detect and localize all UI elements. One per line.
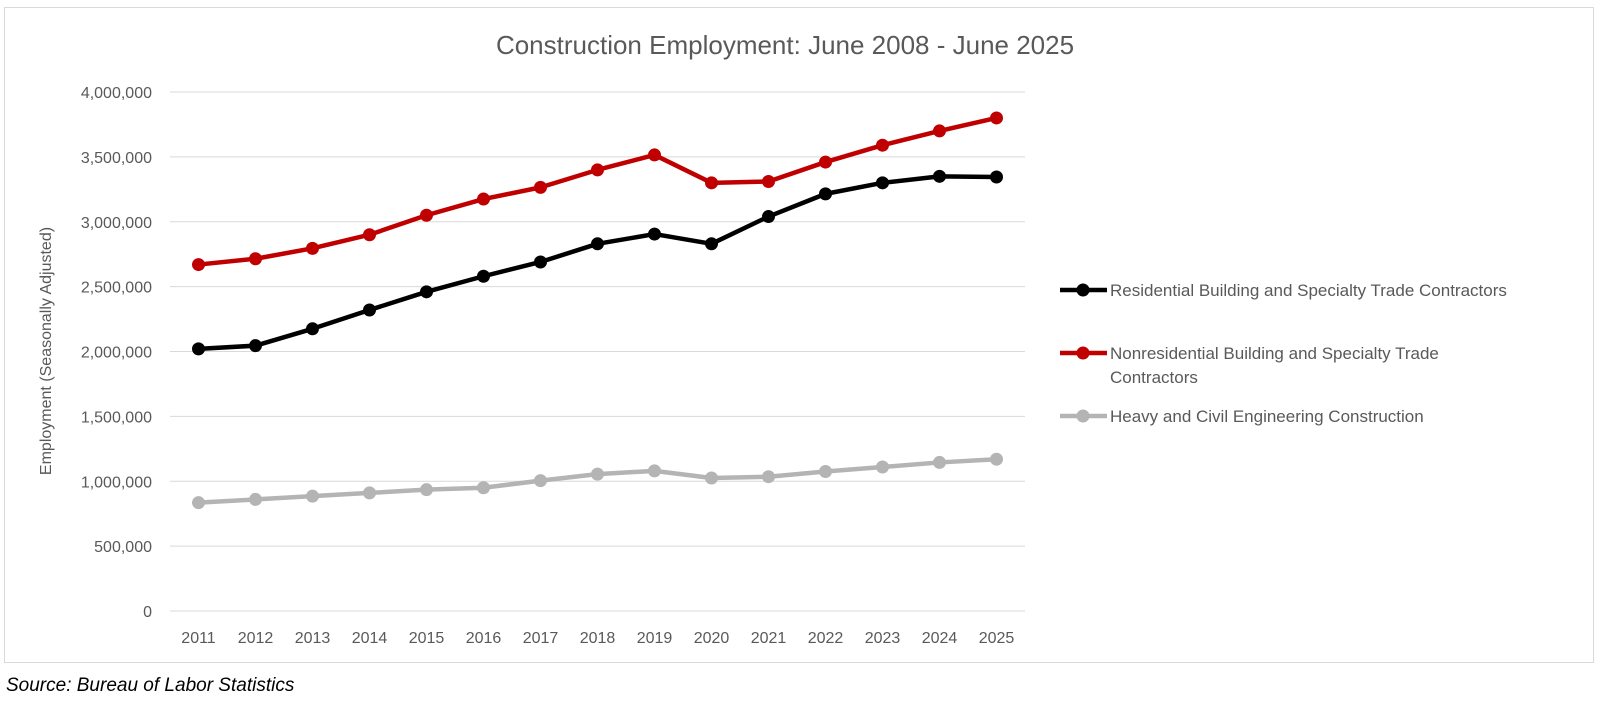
data-point — [477, 481, 490, 495]
series-1 — [192, 169, 1003, 356]
legend-swatch-marker — [1076, 346, 1090, 360]
data-point — [762, 175, 775, 189]
y-tick-label: 2,000,000 — [81, 345, 152, 362]
chart-frame: Construction Employment: June 2008 - Jun… — [4, 7, 1594, 663]
data-point — [192, 496, 205, 510]
y-tick-label: 2,500,000 — [81, 280, 152, 297]
series-2 — [192, 111, 1003, 272]
x-tick-label: 2018 — [580, 630, 616, 647]
x-tick-label: 2022 — [808, 630, 844, 647]
series-3 — [192, 452, 1003, 510]
x-tick-label: 2025 — [979, 630, 1015, 647]
data-point — [363, 228, 376, 242]
x-tick-label: 2012 — [238, 630, 274, 647]
series-line — [196, 174, 999, 352]
data-point — [990, 170, 1003, 184]
chart-title: Construction Employment: June 2008 - Jun… — [496, 30, 1074, 60]
x-tick-label: 2014 — [352, 630, 388, 647]
x-axis-ticks: 2011 2012 2013 2014 2015 2016 2017 2018 2019 2020… — [181, 630, 1014, 647]
data-point — [192, 342, 205, 356]
data-point — [249, 492, 262, 506]
data-point — [534, 180, 547, 194]
data-point — [876, 176, 889, 190]
data-point — [420, 483, 433, 497]
x-tick-label: 2024 — [922, 630, 958, 647]
data-point — [534, 474, 547, 488]
y-axis-ticks: 0 500,000 1,000,000 1,500,000 2,000,000 2,500… — [81, 85, 152, 621]
x-tick-label: 2013 — [295, 630, 331, 647]
legend-item: Heavy and Civil Engineering Construction — [1060, 407, 1424, 426]
x-tick-label: 2011 — [181, 630, 216, 647]
x-tick-label: 2019 — [637, 630, 673, 647]
gridlines — [170, 91, 1025, 612]
data-point — [705, 471, 718, 485]
legend: Residential Building and Specialty Trade… — [1060, 281, 1507, 426]
data-point — [876, 138, 889, 152]
data-point — [306, 489, 319, 503]
data-point — [420, 208, 433, 222]
data-point — [363, 303, 376, 317]
legend-item: Nonresidential Building and Specialty Tr… — [1060, 344, 1439, 387]
data-point — [477, 192, 490, 206]
y-tick-label: 1,500,000 — [81, 409, 152, 426]
data-point — [648, 464, 661, 478]
legend-label: Heavy and Civil Engineering Construction — [1110, 407, 1424, 426]
data-point — [933, 455, 946, 469]
data-point — [249, 339, 262, 353]
legend-swatch-marker — [1076, 283, 1090, 297]
data-point — [990, 452, 1003, 466]
x-tick-label: 2016 — [466, 630, 502, 647]
data-point — [933, 169, 946, 183]
y-tick-label: 4,000,000 — [81, 85, 152, 102]
data-point — [192, 258, 205, 272]
data-point — [819, 465, 832, 479]
data-point — [306, 241, 319, 255]
data-point — [363, 486, 376, 500]
data-point — [876, 460, 889, 474]
data-point — [591, 237, 604, 251]
y-tick-label: 3,500,000 — [81, 150, 152, 167]
legend-item: Residential Building and Specialty Trade… — [1060, 281, 1507, 300]
data-point — [591, 163, 604, 177]
legend-label: Residential Building and Specialty Trade… — [1110, 281, 1507, 300]
y-tick-label: 500,000 — [94, 539, 152, 556]
y-tick-label: 0 — [143, 604, 152, 621]
line-chart: Construction Employment: June 2008 - Jun… — [38, 30, 1507, 647]
y-tick-label: 1,000,000 — [81, 474, 152, 491]
data-point — [762, 210, 775, 224]
data-point — [534, 255, 547, 269]
data-point — [705, 176, 718, 190]
data-point — [249, 252, 262, 266]
source-note: Source: Bureau of Labor Statistics — [6, 675, 295, 696]
data-point — [591, 467, 604, 481]
series-group — [192, 111, 1003, 510]
data-point — [420, 285, 433, 299]
x-tick-label: 2015 — [409, 630, 445, 647]
data-point — [990, 111, 1003, 125]
data-point — [648, 227, 661, 241]
y-axis-label: Employment (Seasonally Adjusted) — [38, 227, 55, 475]
data-point — [819, 155, 832, 169]
legend-label: Nonresidential Building and Specialty Tr… — [1110, 344, 1439, 387]
y-tick-label: 3,000,000 — [81, 215, 152, 232]
x-tick-label: 2017 — [523, 630, 559, 647]
data-point — [477, 269, 490, 283]
data-point — [648, 148, 661, 162]
data-point — [705, 237, 718, 251]
x-tick-label: 2023 — [865, 630, 901, 647]
data-point — [306, 322, 319, 336]
data-point — [819, 187, 832, 201]
data-point — [933, 124, 946, 138]
x-tick-label: 2021 — [751, 630, 787, 647]
data-point — [762, 470, 775, 484]
x-tick-label: 2020 — [694, 630, 730, 647]
legend-swatch-marker — [1076, 409, 1090, 423]
